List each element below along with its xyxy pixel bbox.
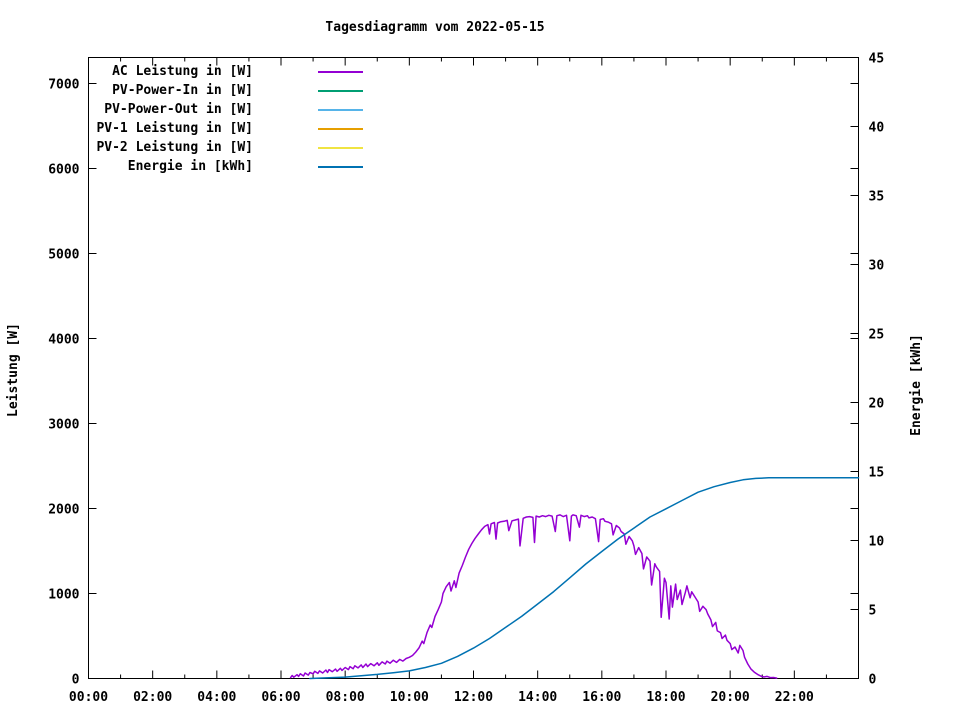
legend-item-pv-power-in: PV-Power-In in [W] xyxy=(0,81,380,100)
y-right-axis-tick-label: 40 xyxy=(869,121,885,136)
plot-frame xyxy=(88,57,859,679)
y-left-axis-tick-label: 0 xyxy=(72,673,80,688)
y-left-axis-tick-label: 1000 xyxy=(48,588,79,603)
legend-label: Energie in [kWh] xyxy=(127,159,253,174)
x-axis-tick-label: 16:00 xyxy=(582,690,621,705)
legend-line-sample xyxy=(318,90,363,92)
x-axis-tick-label: 02:00 xyxy=(133,690,172,705)
y-left-axis-tick-label: 7000 xyxy=(48,78,79,93)
x-axis-tick-label: 00:00 xyxy=(69,690,108,705)
y-right-axis-tick-label: 25 xyxy=(869,328,885,343)
series-line-energie-in-kwh xyxy=(309,476,860,680)
chart-legend: AC Leistung in [W] PV-Power-In in [W] PV… xyxy=(0,62,380,176)
legend-line-sample xyxy=(318,166,363,168)
y-left-axis-tick-label: 5000 xyxy=(48,248,79,263)
y-right-axis-tick-label: 5 xyxy=(869,604,877,619)
x-axis-tick-label: 06:00 xyxy=(261,690,300,705)
x-axis-tick-label: 04:00 xyxy=(197,690,236,705)
y-right-axis-tick-label: 30 xyxy=(869,259,885,274)
legend-label: PV-Power-In in [W] xyxy=(112,83,253,98)
legend-line-sample xyxy=(318,71,363,73)
chart-title: Tagesdiagramm vom 2022-05-15 xyxy=(325,20,545,35)
legend-label: PV-1 Leistung in [W] xyxy=(96,121,253,136)
legend-label: PV-2 Leistung in [W] xyxy=(96,140,253,155)
y-left-axis-tick-label: 3000 xyxy=(48,418,79,433)
y-left-axis-tick-label: 4000 xyxy=(48,333,79,348)
legend-line-sample xyxy=(318,147,363,149)
legend-line-sample xyxy=(318,109,363,111)
y-right-axis-tick-label: 20 xyxy=(869,397,885,412)
y-right-axis-tick-label: 45 xyxy=(869,52,885,67)
legend-label: AC Leistung in [W] xyxy=(112,64,253,79)
y-left-axis-tick-label: 2000 xyxy=(48,503,79,518)
series-line-ac-leistung-in-w xyxy=(289,514,778,679)
y-right-axis-tick-label: 15 xyxy=(869,466,885,481)
legend-label: PV-Power-Out in [W] xyxy=(104,102,253,117)
legend-item-pv2-leistung: PV-2 Leistung in [W] xyxy=(0,138,380,157)
x-axis-tick-label: 22:00 xyxy=(775,690,814,705)
legend-line-sample xyxy=(318,128,363,130)
x-axis-tick-label: 14:00 xyxy=(518,690,557,705)
x-axis-tick-label: 18:00 xyxy=(646,690,685,705)
y-left-axis-tick-label: 6000 xyxy=(48,163,79,178)
y-right-axis-tick-label: 0 xyxy=(869,673,877,688)
legend-item-pv-power-out: PV-Power-Out in [W] xyxy=(0,100,380,119)
x-axis-tick-label: 08:00 xyxy=(326,690,365,705)
legend-item-ac-leistung: AC Leistung in [W] xyxy=(0,62,380,81)
x-axis-tick-label: 12:00 xyxy=(454,690,493,705)
legend-item-pv1-leistung: PV-1 Leistung in [W] xyxy=(0,119,380,138)
legend-item-energie: Energie in [kWh] xyxy=(0,157,380,176)
x-axis-tick-label: 10:00 xyxy=(390,690,429,705)
x-axis-tick-label: 20:00 xyxy=(711,690,750,705)
y-right-axis-tick-label: 35 xyxy=(869,190,885,205)
y-right-axis-tick-label: 10 xyxy=(869,535,885,550)
